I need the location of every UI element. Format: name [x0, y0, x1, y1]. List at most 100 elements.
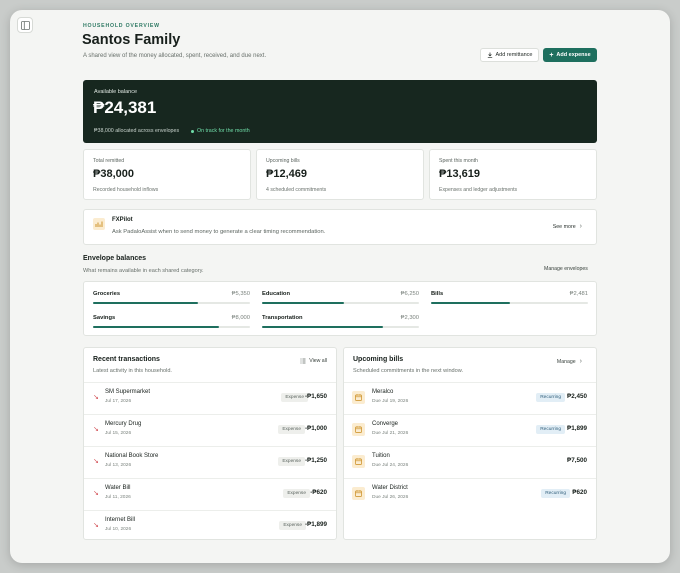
envelope-progress [93, 302, 250, 304]
transaction-name: Internet Bill [105, 517, 136, 523]
bill-date: Due Jul 19, 2026 [372, 399, 409, 404]
bill-amount: ₱1,899 [567, 425, 587, 432]
view-all-label: View all [309, 358, 327, 364]
balance-status: On track for the month [191, 128, 250, 134]
bill-name: Converge [372, 421, 399, 427]
bill-row[interactable]: Water District Due Jul 26, 2026 Recurrin… [344, 478, 596, 510]
arrow-down-right-icon: ↘ [93, 394, 99, 401]
bill-row[interactable]: Tuition Due Jul 24, 2026 ₱7,500 [344, 446, 596, 478]
chevron-right-icon: › [579, 223, 582, 230]
stat-card-total-remitted: Total remitted ₱38,000 Recorded househol… [83, 149, 251, 200]
balance-status-label: On track for the month [197, 128, 250, 134]
envelope-value: ₱6,250 [400, 291, 419, 297]
envelope-progress [93, 326, 250, 328]
bill-name: Water District [372, 485, 408, 491]
manage-bills-button[interactable]: Manage › [557, 358, 582, 365]
envelope-name: Groceries [93, 291, 121, 297]
calendar-icon [352, 455, 365, 468]
transactions-subtitle: Latest activity in this household. [93, 368, 172, 374]
status-dot-icon [191, 129, 194, 133]
app-window: HOUSEHOLD OVERVIEW Santos Family A share… [10, 10, 670, 563]
chevron-right-icon: › [579, 358, 582, 365]
transaction-amount: -₱1,250 [304, 457, 327, 464]
transaction-row[interactable]: ↘ Mercury Drug Jul 15, 2026 Expense -₱1,… [84, 414, 336, 446]
bill-amount: ₱2,450 [567, 393, 587, 400]
balance-note: ₱38,000 allocated across envelopes [94, 128, 180, 134]
plus-icon: + [549, 51, 554, 59]
transaction-date: Jul 11, 2026 [105, 495, 131, 500]
arrow-down-right-icon: ↘ [93, 458, 99, 465]
transaction-tag: Expense [279, 521, 306, 530]
transaction-date: Jul 15, 2026 [105, 431, 132, 436]
bill-date: Due Jul 24, 2026 [372, 463, 409, 468]
bills-subtitle: Scheduled commitments in the next window… [353, 368, 464, 374]
stat-sub: 4 scheduled commitments [266, 187, 327, 193]
chart-icon [93, 218, 105, 230]
sidebar-panel-icon [20, 20, 30, 30]
transaction-amount: -₱1,899 [304, 521, 327, 528]
fxpilot-see-more-link[interactable]: See more › [553, 223, 582, 230]
envelope-value: ₱2,300 [400, 315, 419, 321]
transaction-date: Jul 13, 2026 [105, 463, 132, 468]
transaction-amount: -₱620 [310, 489, 327, 496]
transaction-name: National Book Store [105, 453, 159, 459]
bill-row[interactable]: Meralco Due Jul 19, 2026 Recurring ₱2,45… [344, 382, 596, 414]
arrow-down-right-icon: ↘ [93, 426, 99, 433]
transaction-name: Mercury Drug [105, 421, 142, 427]
stat-amount: ₱38,000 [93, 168, 134, 180]
transaction-tag: Expense [283, 489, 310, 498]
envelope-progress-fill [262, 302, 344, 304]
envelope-name: Bills [431, 291, 444, 297]
manage-envelopes-link[interactable]: Manage envelopes [544, 266, 588, 272]
transaction-amount: -₱1,650 [304, 393, 327, 400]
stat-amount: ₱12,469 [266, 168, 307, 180]
envelopes-subtitle: What remains available in each shared ca… [83, 268, 204, 274]
transaction-row[interactable]: ↘ SM Supermarket Jul 17, 2026 Expense -₱… [84, 382, 336, 414]
envelope-value: ₱5,350 [231, 291, 250, 297]
bill-name: Tuition [372, 453, 390, 459]
see-more-label: See more [552, 223, 576, 230]
arrow-down-right-icon: ↘ [93, 490, 99, 497]
transactions-title: Recent transactions [93, 356, 160, 363]
add-remittance-button[interactable]: Add remittance [480, 48, 539, 62]
transaction-tag: Expense [278, 425, 305, 434]
page-title: Santos Family [82, 32, 181, 48]
envelope-name: Savings [93, 315, 116, 321]
manage-label: Manage [556, 358, 576, 365]
transaction-name: Water Bill [105, 485, 131, 491]
envelope-progress [262, 302, 419, 304]
view-all-button[interactable]: View all [300, 358, 327, 364]
balance-amount: ₱24,381 [93, 98, 157, 117]
envelope-name: Education [262, 291, 291, 297]
stat-label: Total remitted [93, 158, 125, 164]
add-remittance-label: Add remittance [495, 52, 533, 58]
recent-transactions-panel: Recent transactions Latest activity in t… [83, 347, 337, 540]
envelope-progress-fill [262, 326, 383, 328]
stat-sub: Expenses and ledger adjustments [439, 187, 518, 193]
page-eyebrow: HOUSEHOLD OVERVIEW [83, 23, 160, 29]
bill-row[interactable]: Converge Due Jul 21, 2026 Recurring ₱1,8… [344, 414, 596, 446]
calendar-icon [352, 423, 365, 436]
transaction-date: Jul 17, 2026 [105, 399, 132, 404]
transaction-row[interactable]: ↘ National Book Store Jul 13, 2026 Expen… [84, 446, 336, 478]
add-expense-button[interactable]: + Add expense [543, 48, 597, 62]
envelope-name: Transportation [262, 315, 303, 321]
envelopes-card: Groceries ₱5,350 Education ₱6,250 Bills … [83, 281, 597, 336]
transaction-tag: Expense [278, 457, 305, 466]
add-expense-label: Add expense [556, 52, 591, 58]
fxpilot-card: FXPilot Ask PadaloAssist when to send mo… [83, 209, 597, 245]
calendar-icon [352, 391, 365, 404]
stat-card-upcoming-bills: Upcoming bills ₱12,469 4 scheduled commi… [256, 149, 424, 200]
bill-amount: ₱620 [572, 489, 587, 496]
sidebar-toggle-button[interactable] [17, 17, 33, 33]
bill-date: Due Jul 21, 2026 [372, 431, 409, 436]
bill-date: Due Jul 26, 2026 [372, 495, 409, 500]
bill-amount: ₱7,500 [567, 457, 587, 464]
transaction-row[interactable]: ↘ Internet Bill Jul 10, 2026 Expense -₱1… [84, 510, 336, 542]
envelope-progress-fill [431, 302, 510, 304]
page-subtitle: A shared view of the money allocated, sp… [83, 53, 267, 59]
envelope-value: ₱2,481 [569, 291, 588, 297]
arrow-down-right-icon: ↘ [93, 522, 99, 529]
fxpilot-desc: Ask PadaloAssist when to send money to g… [112, 229, 326, 235]
transaction-row[interactable]: ↘ Water Bill Jul 11, 2026 Expense -₱620 [84, 478, 336, 510]
